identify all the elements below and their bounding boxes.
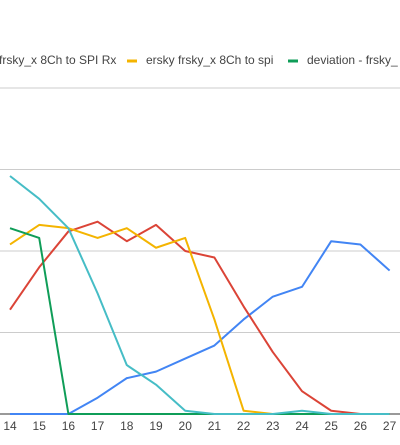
x-tick-label: 21 bbox=[208, 419, 222, 433]
series-line bbox=[9, 227, 390, 415]
x-tick-label: 25 bbox=[325, 419, 339, 433]
legend: frsky_x 8Ch to SPI Rx ersky frsky_x 8Ch t… bbox=[0, 53, 398, 67]
x-tick-label: 17 bbox=[91, 419, 105, 433]
x-tick-label: 26 bbox=[354, 419, 368, 433]
x-tick-label: 27 bbox=[383, 419, 397, 433]
x-tick-label: 24 bbox=[295, 419, 309, 433]
x-tick-label: 19 bbox=[149, 419, 163, 433]
series-line bbox=[10, 240, 391, 415]
x-tick-label: 15 bbox=[33, 419, 47, 433]
legend-label: deviation - frsky_ bbox=[307, 53, 398, 67]
plot-area bbox=[9, 175, 391, 415]
x-tick-label: 18 bbox=[120, 419, 134, 433]
x-tick-label: 23 bbox=[266, 419, 280, 433]
x-axis: 14 15 16 17 18 19 20 21 22 23 24 25 26 27 bbox=[3, 419, 396, 433]
x-tick-label: 20 bbox=[179, 419, 193, 433]
x-tick-label: 16 bbox=[62, 419, 76, 433]
legend-label: frsky_x 8Ch to SPI Rx bbox=[0, 53, 116, 67]
legend-label: ersky frsky_x 8Ch to spi bbox=[146, 53, 273, 67]
x-tick-label: 14 bbox=[3, 419, 17, 433]
series-line bbox=[9, 175, 390, 415]
x-tick-label: 22 bbox=[237, 419, 251, 433]
